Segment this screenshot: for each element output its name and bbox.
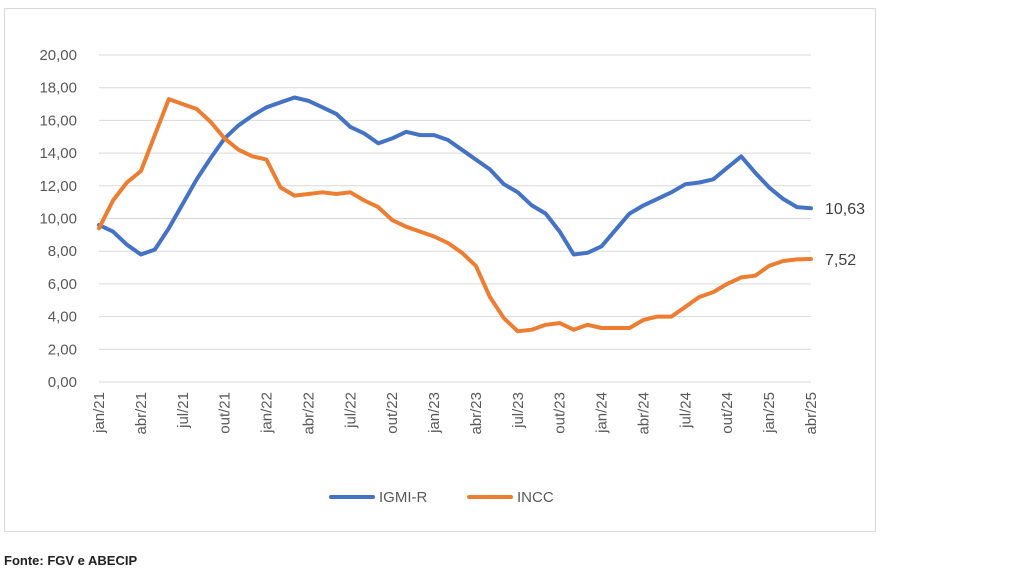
y-tick-label: 0,00: [48, 374, 77, 391]
line-chart: 0,00 2,00 4,00 6,00 8,00 10,00 12,00 14,00 16,00…: [39, 47, 865, 506]
end-labels: 10,63 7,52: [825, 201, 865, 269]
x-tick-label: jan/25: [761, 392, 778, 434]
x-tick-label: out/23: [552, 392, 569, 434]
y-tick-label: 20,00: [39, 47, 77, 64]
y-tick-label: 18,00: [39, 80, 77, 97]
source-note: Fonte: FGV e ABECIP: [4, 553, 138, 568]
x-tick-label: jan/22: [259, 392, 276, 434]
x-tick-label: jul/21: [175, 392, 192, 429]
x-tick-label: jul/24: [677, 392, 694, 429]
y-tick-label: 6,00: [48, 276, 77, 293]
y-tick-label: 4,00: [48, 309, 77, 326]
x-tick-label: jul/22: [342, 392, 359, 429]
x-tick-label: jul/23: [510, 392, 527, 429]
x-tick-label: abr/23: [468, 392, 485, 435]
y-tick-label: 16,00: [39, 112, 77, 129]
series-line-igmi-r: [97, 95, 813, 257]
y-tick-label: 8,00: [48, 243, 77, 260]
end-label-incc: 7,52: [825, 252, 856, 269]
x-tick-label: abr/21: [133, 392, 150, 435]
y-tick-label: 12,00: [39, 178, 77, 195]
y-tick-label: 14,00: [39, 145, 77, 162]
x-tick-label: abr/25: [803, 392, 820, 435]
y-tick-label: 10,00: [39, 211, 77, 228]
y-axis-ticks: 0,00 2,00 4,00 6,00 8,00 10,00 12,00 14,00 16,00…: [39, 47, 77, 391]
x-tick-label: out/21: [217, 392, 234, 434]
legend: IGMI-R INCC: [329, 489, 554, 506]
legend-label-incc: INCC: [517, 489, 554, 506]
gridlines: [99, 54, 811, 383]
x-tick-label: jan/21: [91, 392, 108, 434]
x-tick-label: abr/24: [635, 392, 652, 435]
x-tick-label: out/22: [384, 392, 401, 434]
series-lines: [97, 95, 813, 334]
end-label-igmi-r: 10,63: [825, 201, 865, 218]
y-tick-label: 2,00: [48, 341, 77, 358]
x-tick-label: abr/22: [300, 392, 317, 435]
x-tick-label: jan/23: [426, 392, 443, 434]
x-tick-label: jan/24: [594, 392, 611, 434]
x-axis-ticks: jan/21 abr/21 jul/21 out/21 jan/22 abr/22 jul/…: [91, 392, 820, 435]
chart-frame: 0,00 2,00 4,00 6,00 8,00 10,00 12,00 14,00 16,00…: [4, 8, 876, 532]
x-tick-label: out/24: [719, 392, 736, 434]
legend-label-igmi-r: IGMI-R: [379, 489, 427, 506]
series-line-incc: [97, 97, 813, 334]
